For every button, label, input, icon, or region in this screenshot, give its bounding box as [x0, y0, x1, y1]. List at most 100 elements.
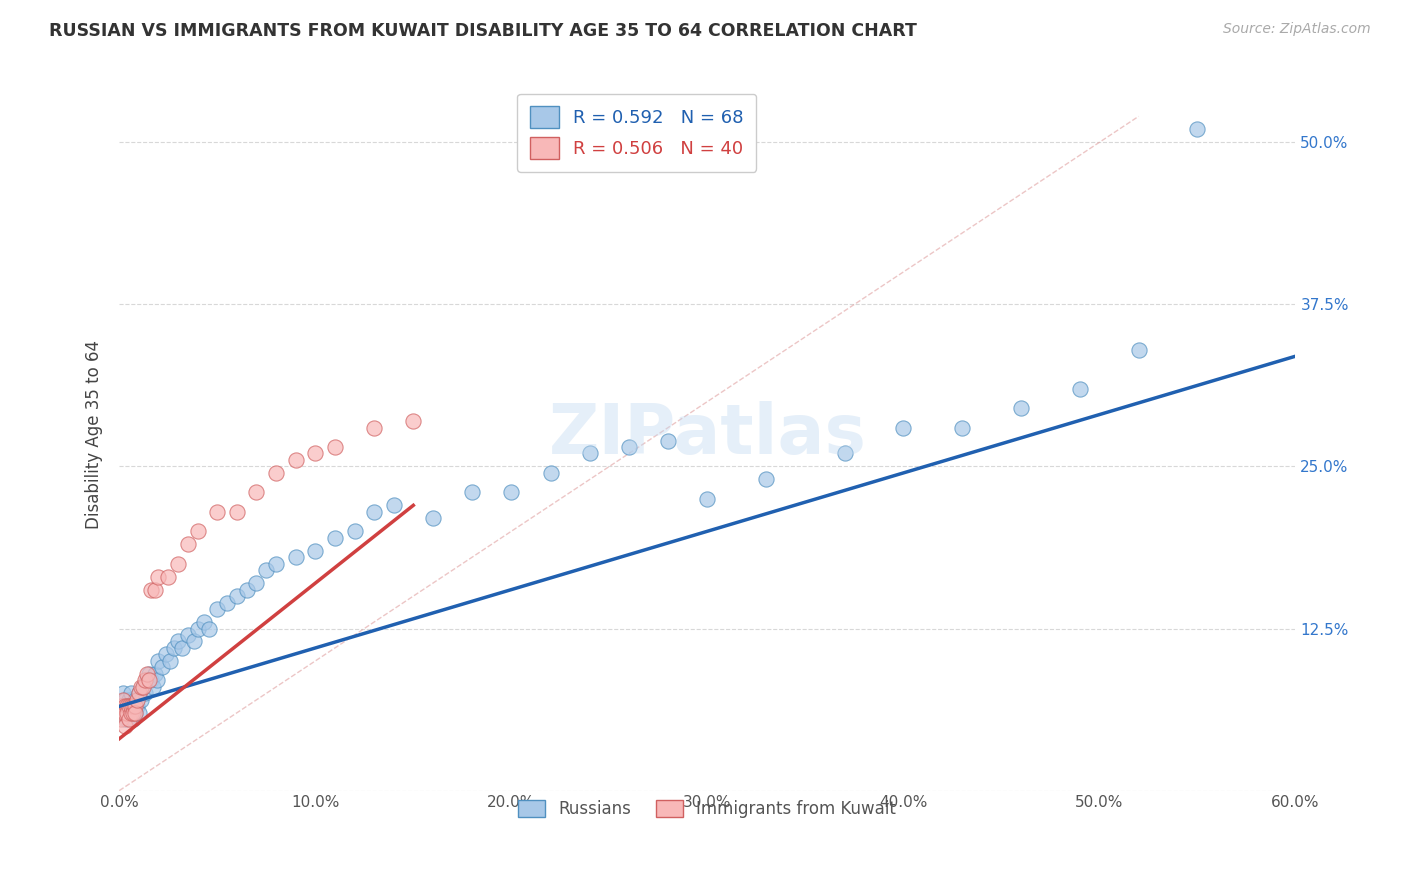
Point	[284, 453, 307, 467]
Point	[167, 557, 190, 571]
Point	[134, 673, 156, 688]
Point	[217, 596, 239, 610]
Point	[1069, 382, 1091, 396]
Point	[118, 699, 141, 714]
Point	[304, 446, 326, 460]
Point	[245, 576, 267, 591]
Point	[122, 699, 145, 714]
Point	[170, 640, 193, 655]
Point	[114, 712, 136, 726]
Point	[114, 699, 136, 714]
Point	[284, 550, 307, 565]
Point	[177, 537, 200, 551]
Point	[657, 434, 679, 448]
Text: ZIPatlas: ZIPatlas	[548, 401, 866, 467]
Point	[129, 693, 152, 707]
Point	[112, 686, 135, 700]
Point	[950, 420, 973, 434]
Point	[115, 699, 138, 714]
Point	[343, 524, 366, 539]
Point	[198, 622, 221, 636]
Point	[139, 582, 162, 597]
Point	[578, 446, 600, 460]
Point	[402, 414, 425, 428]
Point	[132, 680, 155, 694]
Point	[125, 699, 148, 714]
Point	[225, 589, 247, 603]
Point	[304, 543, 326, 558]
Point	[120, 699, 142, 714]
Point	[112, 706, 135, 720]
Point	[183, 634, 205, 648]
Point	[128, 686, 150, 700]
Point	[157, 569, 180, 583]
Point	[1128, 343, 1150, 357]
Point	[501, 485, 523, 500]
Point	[132, 680, 155, 694]
Point	[323, 531, 346, 545]
Point	[193, 615, 215, 629]
Point	[125, 693, 148, 707]
Point	[363, 420, 385, 434]
Point	[142, 680, 165, 694]
Point	[187, 622, 209, 636]
Point	[143, 666, 166, 681]
Text: RUSSIAN VS IMMIGRANTS FROM KUWAIT DISABILITY AGE 35 TO 64 CORRELATION CHART: RUSSIAN VS IMMIGRANTS FROM KUWAIT DISABI…	[49, 22, 917, 40]
Point	[155, 648, 177, 662]
Point	[422, 511, 444, 525]
Point	[118, 693, 141, 707]
Point	[135, 666, 157, 681]
Point	[124, 693, 146, 707]
Point	[254, 563, 277, 577]
Point	[115, 712, 138, 726]
Point	[115, 706, 138, 720]
Point	[207, 602, 229, 616]
Legend: Russians, Immigrants from Kuwait: Russians, Immigrants from Kuwait	[512, 794, 903, 825]
Point	[540, 466, 562, 480]
Point	[363, 505, 385, 519]
Point	[114, 693, 136, 707]
Point	[134, 686, 156, 700]
Point	[115, 699, 138, 714]
Point	[148, 654, 170, 668]
Point	[143, 582, 166, 597]
Point	[138, 666, 160, 681]
Point	[128, 706, 150, 720]
Point	[167, 634, 190, 648]
Point	[893, 420, 915, 434]
Point	[124, 699, 146, 714]
Point	[112, 693, 135, 707]
Point	[110, 706, 132, 720]
Point	[225, 505, 247, 519]
Point	[145, 673, 167, 688]
Point	[122, 712, 145, 726]
Point	[120, 706, 142, 720]
Point	[207, 505, 229, 519]
Point	[235, 582, 257, 597]
Point	[138, 673, 160, 688]
Point	[163, 640, 186, 655]
Point	[187, 524, 209, 539]
Point	[128, 686, 150, 700]
Point	[382, 499, 405, 513]
Text: Source: ZipAtlas.com: Source: ZipAtlas.com	[1223, 22, 1371, 37]
Point	[755, 472, 778, 486]
Point	[245, 485, 267, 500]
Point	[617, 440, 640, 454]
Point	[696, 491, 718, 506]
Point	[114, 719, 136, 733]
Y-axis label: Disability Age 35 to 64: Disability Age 35 to 64	[86, 340, 103, 529]
Point	[110, 712, 132, 726]
Point	[152, 660, 174, 674]
Point	[1187, 122, 1209, 136]
Point	[110, 699, 132, 714]
Point	[1010, 401, 1032, 415]
Point	[129, 680, 152, 694]
Point	[118, 712, 141, 726]
Point	[159, 654, 181, 668]
Point	[120, 686, 142, 700]
Point	[124, 706, 146, 720]
Point	[177, 628, 200, 642]
Point	[323, 440, 346, 454]
Point	[148, 569, 170, 583]
